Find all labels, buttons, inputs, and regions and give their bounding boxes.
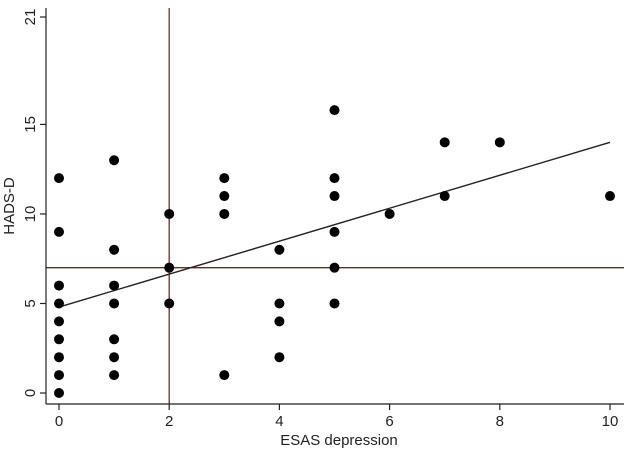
data-point: [329, 226, 340, 237]
reference-lines: [46, 8, 624, 404]
data-point: [109, 370, 120, 381]
data-point: [219, 370, 230, 381]
data-point: [54, 388, 64, 398]
data-point: [605, 191, 615, 202]
x-axis-title: ESAS depression: [280, 432, 398, 449]
data-point: [164, 208, 175, 219]
data-point: [219, 208, 230, 219]
fit-line-group: [58, 141, 611, 308]
data-point: [54, 226, 64, 237]
data-point: [329, 105, 340, 116]
axes: 0 2 4 6 8 10 0 5 10 15 21: [22, 8, 624, 430]
data-point: [109, 352, 120, 363]
data-point: [384, 208, 395, 219]
data-point: [274, 298, 285, 309]
data-point: [54, 352, 64, 363]
y-tick-label: 21: [22, 9, 39, 26]
data-point: [439, 191, 450, 202]
data-point: [54, 334, 64, 345]
x-tick-label: 2: [165, 413, 173, 430]
data-point: [54, 173, 64, 184]
x-tick-label: 8: [496, 413, 504, 430]
data-point: [329, 262, 340, 273]
data-point: [54, 280, 64, 291]
data-points: [54, 105, 615, 398]
data-point: [274, 316, 285, 327]
data-point: [109, 244, 120, 255]
y-axis-title: HADS-D: [1, 177, 18, 235]
data-point: [54, 298, 64, 309]
data-point: [329, 191, 340, 202]
y-tick-label: 15: [22, 116, 39, 133]
data-point: [164, 262, 175, 273]
x-tick-label: 4: [275, 413, 283, 430]
fit-line: [58, 141, 611, 308]
y-tick-label: 0: [22, 389, 39, 397]
data-point: [109, 334, 120, 345]
data-point: [219, 191, 230, 202]
x-tick-label: 10: [602, 413, 619, 430]
data-point: [54, 316, 64, 327]
data-point: [54, 370, 64, 381]
data-point: [164, 298, 175, 309]
data-point: [109, 280, 120, 291]
data-point: [219, 173, 230, 184]
data-point: [494, 137, 505, 148]
data-point: [274, 244, 285, 255]
data-point: [274, 352, 285, 363]
data-point: [109, 298, 120, 309]
x-tick-label: 6: [385, 413, 393, 430]
data-point: [329, 298, 340, 309]
data-point: [109, 155, 120, 166]
y-tick-label: 10: [22, 206, 39, 223]
data-point: [439, 137, 450, 148]
x-tick-label: 0: [55, 413, 63, 430]
y-tick-label: 5: [22, 299, 39, 307]
data-point: [329, 173, 340, 184]
